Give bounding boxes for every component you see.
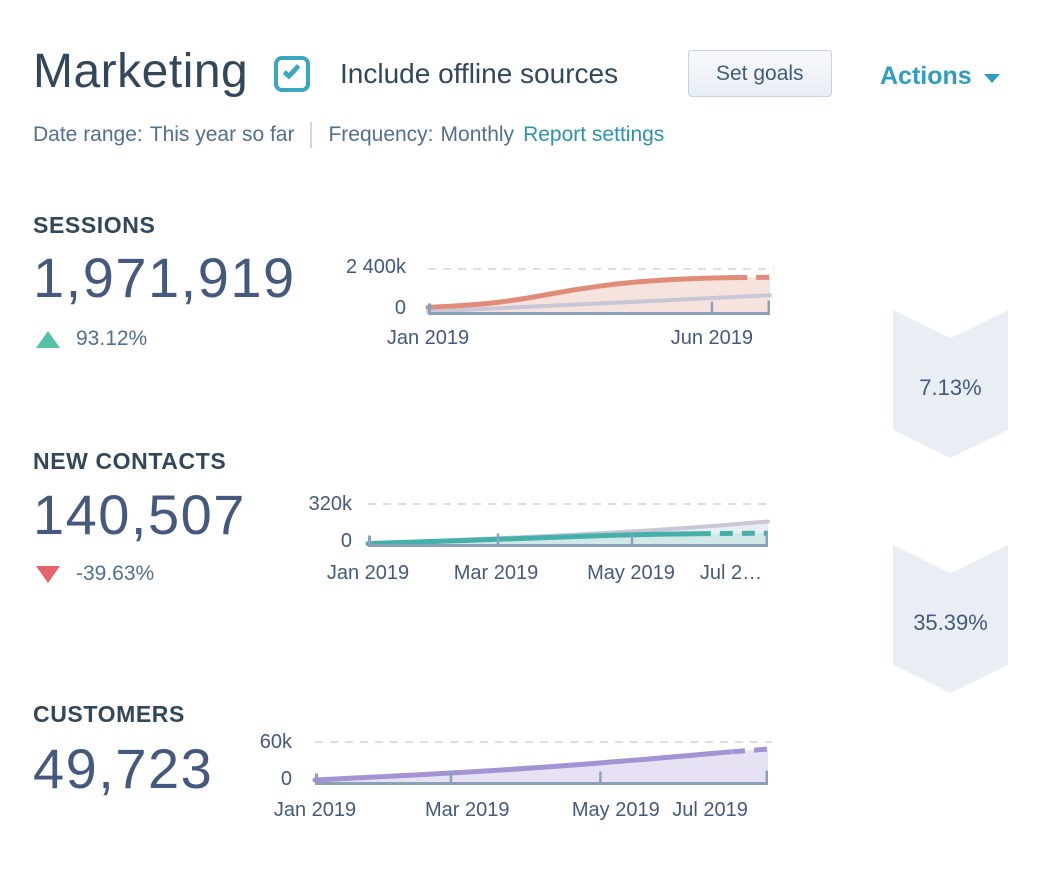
x-axis-label: Mar 2019 <box>424 799 510 821</box>
divider <box>310 122 313 148</box>
funnel-chevron-sessions-to-contacts: 7.13% <box>893 310 1008 458</box>
x-axis-label: Jan 2019 <box>273 799 357 821</box>
sessions-delta-value: 93.12% <box>76 327 148 350</box>
triangle-up-icon <box>36 330 60 348</box>
set-goals-button[interactable]: Set goals <box>688 50 832 97</box>
sessions-value: 1,971,919 <box>33 246 296 309</box>
x-axis-label: May 2019 <box>587 562 675 584</box>
x-axis-label: Mar 2019 <box>453 562 539 584</box>
chevron-down-icon <box>983 74 1000 83</box>
report-settings-link[interactable]: Report settings <box>523 123 665 146</box>
funnel-percent: 7.13% <box>919 375 982 400</box>
customers-label: CUSTOMERS <box>33 701 185 727</box>
y-axis-max-label: 2 400k <box>345 256 406 278</box>
report-settings-bar: Date range: This year so far Frequency: … <box>33 122 664 148</box>
funnel-percent: 35.39% <box>913 610 988 635</box>
x-axis-label: May 2019 <box>571 799 660 821</box>
y-axis-zero-label: 0 <box>280 768 292 790</box>
funnel-chevron-contacts-to-customers: 35.39% <box>893 545 1008 693</box>
x-axis-label: Jan 2019 <box>326 562 410 584</box>
x-axis-label: Jul 2… <box>699 562 763 584</box>
y-axis-zero-label: 0 <box>394 297 406 319</box>
include-offline-label: Include offline sources <box>340 58 619 89</box>
actions-dropdown[interactable]: Actions <box>880 62 1000 91</box>
frequency-value: Monthly <box>440 123 515 146</box>
new-contacts-delta-value: -39.63% <box>76 562 155 585</box>
actions-label: Actions <box>880 62 972 90</box>
sessions-chart-svg <box>425 268 774 315</box>
sessions-label: SESSIONS <box>33 212 156 238</box>
date-range-label: Date range: <box>33 123 143 146</box>
new-contacts-label: NEW CONTACTS <box>33 448 227 474</box>
checkmark-icon <box>282 61 301 80</box>
date-range-value: This year so far <box>149 123 295 146</box>
customers-chart-svg <box>312 741 772 785</box>
frequency-label: Frequency: <box>328 123 434 146</box>
y-axis-max-label: 320k <box>308 493 352 515</box>
x-axis-label: Jun 2019 <box>670 327 753 349</box>
new-contacts-delta: -39.63% <box>36 562 154 586</box>
x-axis-label: Jul 2019 <box>672 799 748 821</box>
include-offline-checkbox[interactable] <box>274 56 310 92</box>
triangle-down-icon <box>36 565 60 583</box>
x-axis-label: Jan 2019 <box>386 327 470 349</box>
customers-value: 49,723 <box>33 737 214 800</box>
new-contacts-value: 140,507 <box>33 483 246 546</box>
y-axis-max-label: 60k <box>259 731 292 753</box>
page-title: Marketing <box>33 45 249 98</box>
sessions-delta: 93.12% <box>36 327 147 351</box>
contacts-chart-svg <box>365 503 772 547</box>
y-axis-zero-label: 0 <box>340 530 352 552</box>
